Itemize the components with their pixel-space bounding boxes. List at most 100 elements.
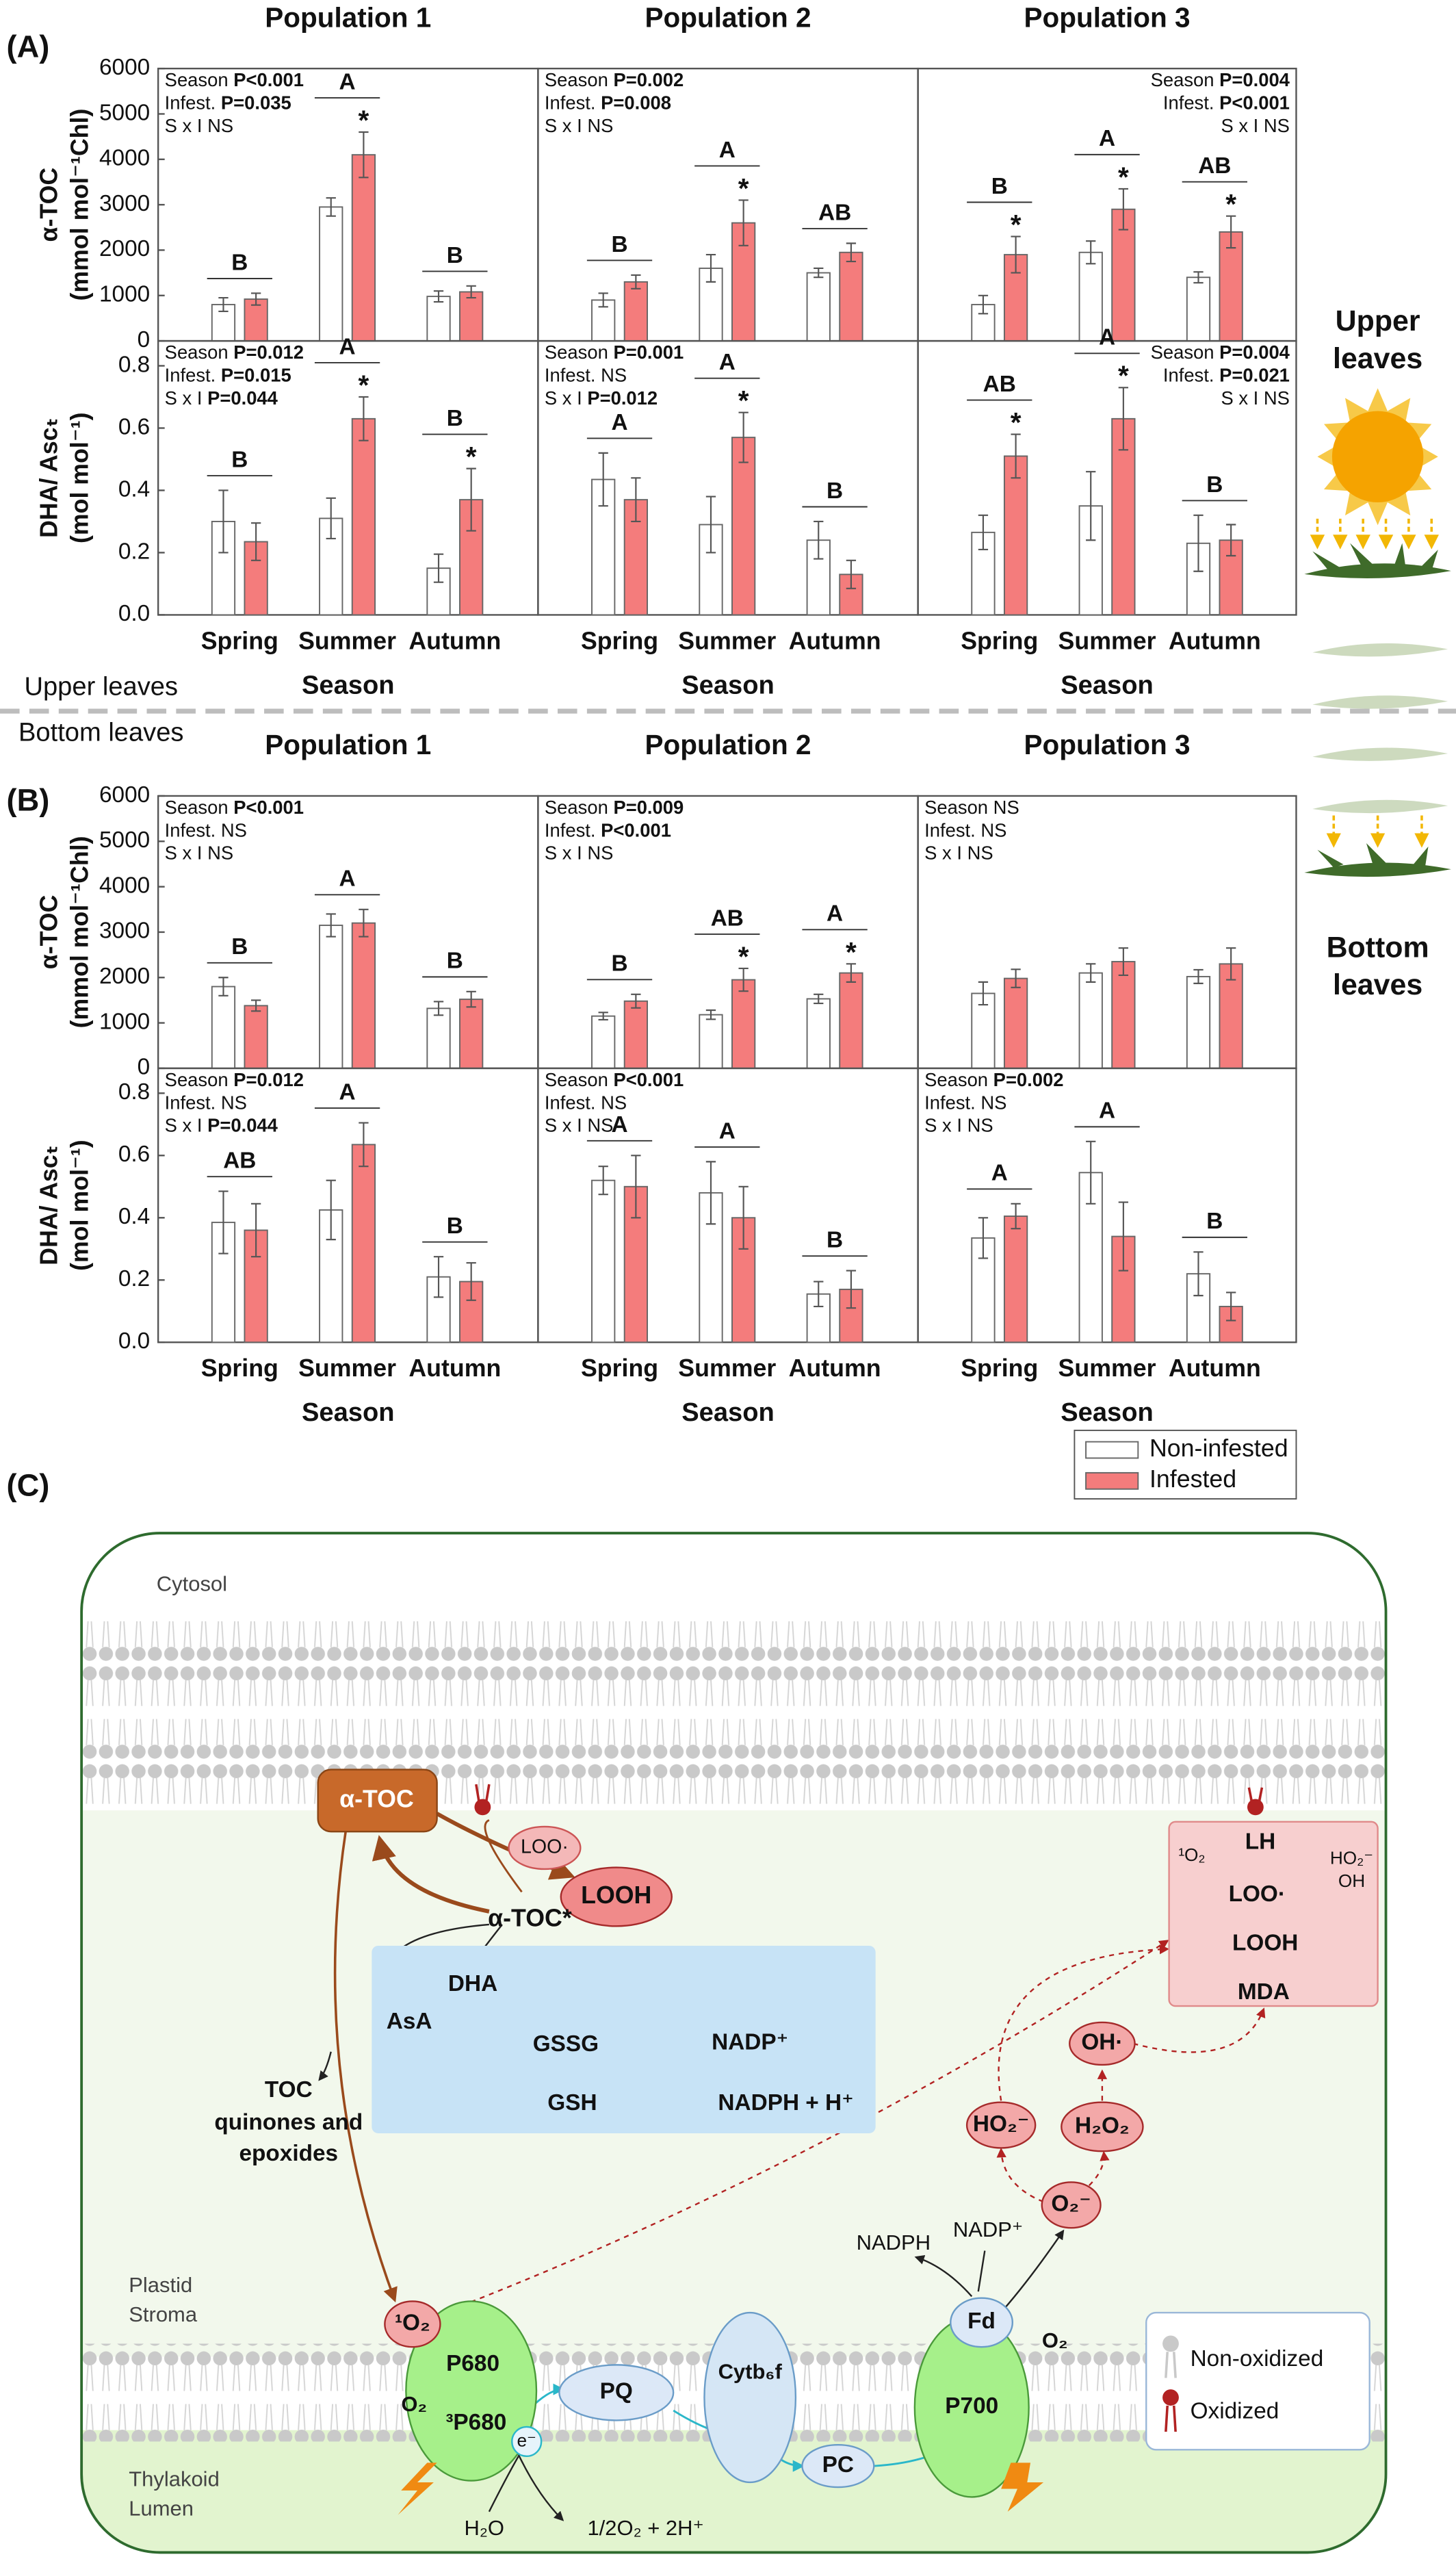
stats-term: Infest. (924, 820, 976, 841)
error-bar (359, 908, 369, 938)
y-tick-label: 0.2 (118, 539, 150, 564)
error-bar (433, 1256, 444, 1298)
error-bar (326, 197, 336, 217)
oxidized-lipid-icon (1247, 1787, 1264, 1816)
y-tick-label: 0.8 (118, 352, 150, 377)
stats-term: S x I (924, 843, 962, 864)
stats-term: S x I (1221, 115, 1258, 136)
stats-term: S x I (165, 843, 203, 864)
node-label: NADPH (857, 2230, 931, 2254)
error-bar (705, 254, 716, 283)
error-bar (326, 1179, 336, 1241)
stats-result: P=0.012 (233, 342, 304, 363)
x-tick-label: Spring (581, 1354, 658, 1382)
bar (244, 298, 268, 342)
stats-term: Infest. (545, 365, 596, 386)
group-letter: AB (983, 372, 1016, 397)
error-bar (250, 292, 261, 306)
bar (731, 437, 756, 616)
bar (211, 986, 236, 1069)
y-axis-label: α-TOC (35, 168, 62, 242)
error-bar (218, 489, 229, 554)
light-bolt (1001, 2462, 1044, 2512)
bar (806, 998, 831, 1069)
stats-result: P<0.001 (233, 69, 304, 90)
stats-term: Season (924, 797, 988, 818)
stats-line: Infest. P=0.008 (545, 92, 671, 114)
stats-term: Season (165, 69, 229, 90)
error-bar (1011, 1203, 1021, 1230)
error-bar (359, 396, 369, 441)
error-bar (1011, 433, 1021, 479)
section-label: Bottom leaves (18, 717, 183, 747)
stats-line: Infest. NS (924, 820, 1006, 841)
y-axis-label: (mmol mol⁻¹Chl) (66, 836, 94, 1028)
sun-icon (1310, 388, 1439, 550)
error-bar (1226, 947, 1236, 981)
node-label: MDA (1238, 1979, 1290, 2005)
node-label: O₂⁻ (1051, 2191, 1091, 2217)
stats-line: Season P=0.004 (1151, 69, 1290, 90)
error-bar (738, 411, 749, 463)
node-label: P700 (945, 2393, 998, 2419)
non-oxidized-icon (1162, 2335, 1179, 2378)
error-bar (1193, 271, 1204, 284)
stats-line: Infest. NS (165, 820, 247, 841)
bar (1078, 972, 1103, 1069)
node-label: Fd (967, 2309, 996, 2334)
error-bar (1086, 1140, 1096, 1205)
x-tick-label: Summer (1058, 1354, 1156, 1382)
stats-line: Infest. P=0.021 (1163, 365, 1290, 386)
panel-label: (C) (7, 1467, 50, 1502)
stats-result: P=0.012 (233, 1069, 304, 1090)
group-letter: B (231, 447, 248, 472)
stats-term: Season (924, 1069, 988, 1090)
bar (591, 1015, 616, 1069)
bar (319, 925, 343, 1069)
error-bar (814, 993, 824, 1005)
group-letter: A (611, 1112, 627, 1137)
node-label: H₂O₂ (1075, 2113, 1130, 2138)
stats-result: NS (980, 1092, 1006, 1114)
stats-result: NS (221, 1092, 247, 1114)
stats-term: S x I (924, 1115, 962, 1136)
stats-result: NS (601, 365, 627, 386)
stats-term: Season (1151, 342, 1214, 363)
stats-result: P=0.002 (613, 69, 684, 90)
node-label: OH· (1081, 2030, 1123, 2055)
group-letter: B (827, 478, 843, 504)
stats-result: P<0.001 (1219, 92, 1290, 114)
y-axis-label: (mmol mol⁻¹Chl) (66, 109, 94, 301)
x-tick-label: Autumn (789, 1354, 881, 1382)
significance-asterisk: * (1118, 360, 1129, 391)
y-tick-label: 2000 (99, 236, 150, 261)
atoc-node (317, 1769, 438, 1833)
significance-asterisk: * (738, 940, 749, 972)
error-bar (1118, 1201, 1129, 1272)
y-tick-label: 0.4 (118, 476, 150, 502)
superoxide-node (1041, 2181, 1102, 2229)
electron-node (511, 2426, 543, 2458)
x-tick-label: Spring (201, 1354, 278, 1382)
error-bar (326, 497, 336, 540)
error-bar (1226, 524, 1236, 557)
stats-term: Season (545, 1069, 608, 1090)
bar (806, 272, 831, 342)
error-bar (250, 1203, 261, 1258)
group-letter: B (1206, 472, 1223, 498)
stats-term: Infest. (924, 1092, 976, 1114)
error-bar (250, 999, 261, 1012)
group-letter: B (447, 406, 463, 431)
node-label: ¹O₂ (395, 2311, 430, 2336)
legend-swatch (1085, 1471, 1139, 1490)
stats-line: Infest. P=0.035 (165, 92, 291, 114)
stats-term: S x I (165, 1115, 203, 1136)
significance-asterisk: * (1011, 407, 1022, 438)
stats-line: Infest. NS (545, 365, 627, 386)
error-bar (738, 1185, 749, 1250)
stats-term: Season (165, 797, 229, 818)
cell-border (80, 1532, 1388, 2554)
error-bar (433, 1001, 444, 1016)
stats-term: S x I (545, 843, 582, 864)
stats-result: NS (980, 820, 1006, 841)
